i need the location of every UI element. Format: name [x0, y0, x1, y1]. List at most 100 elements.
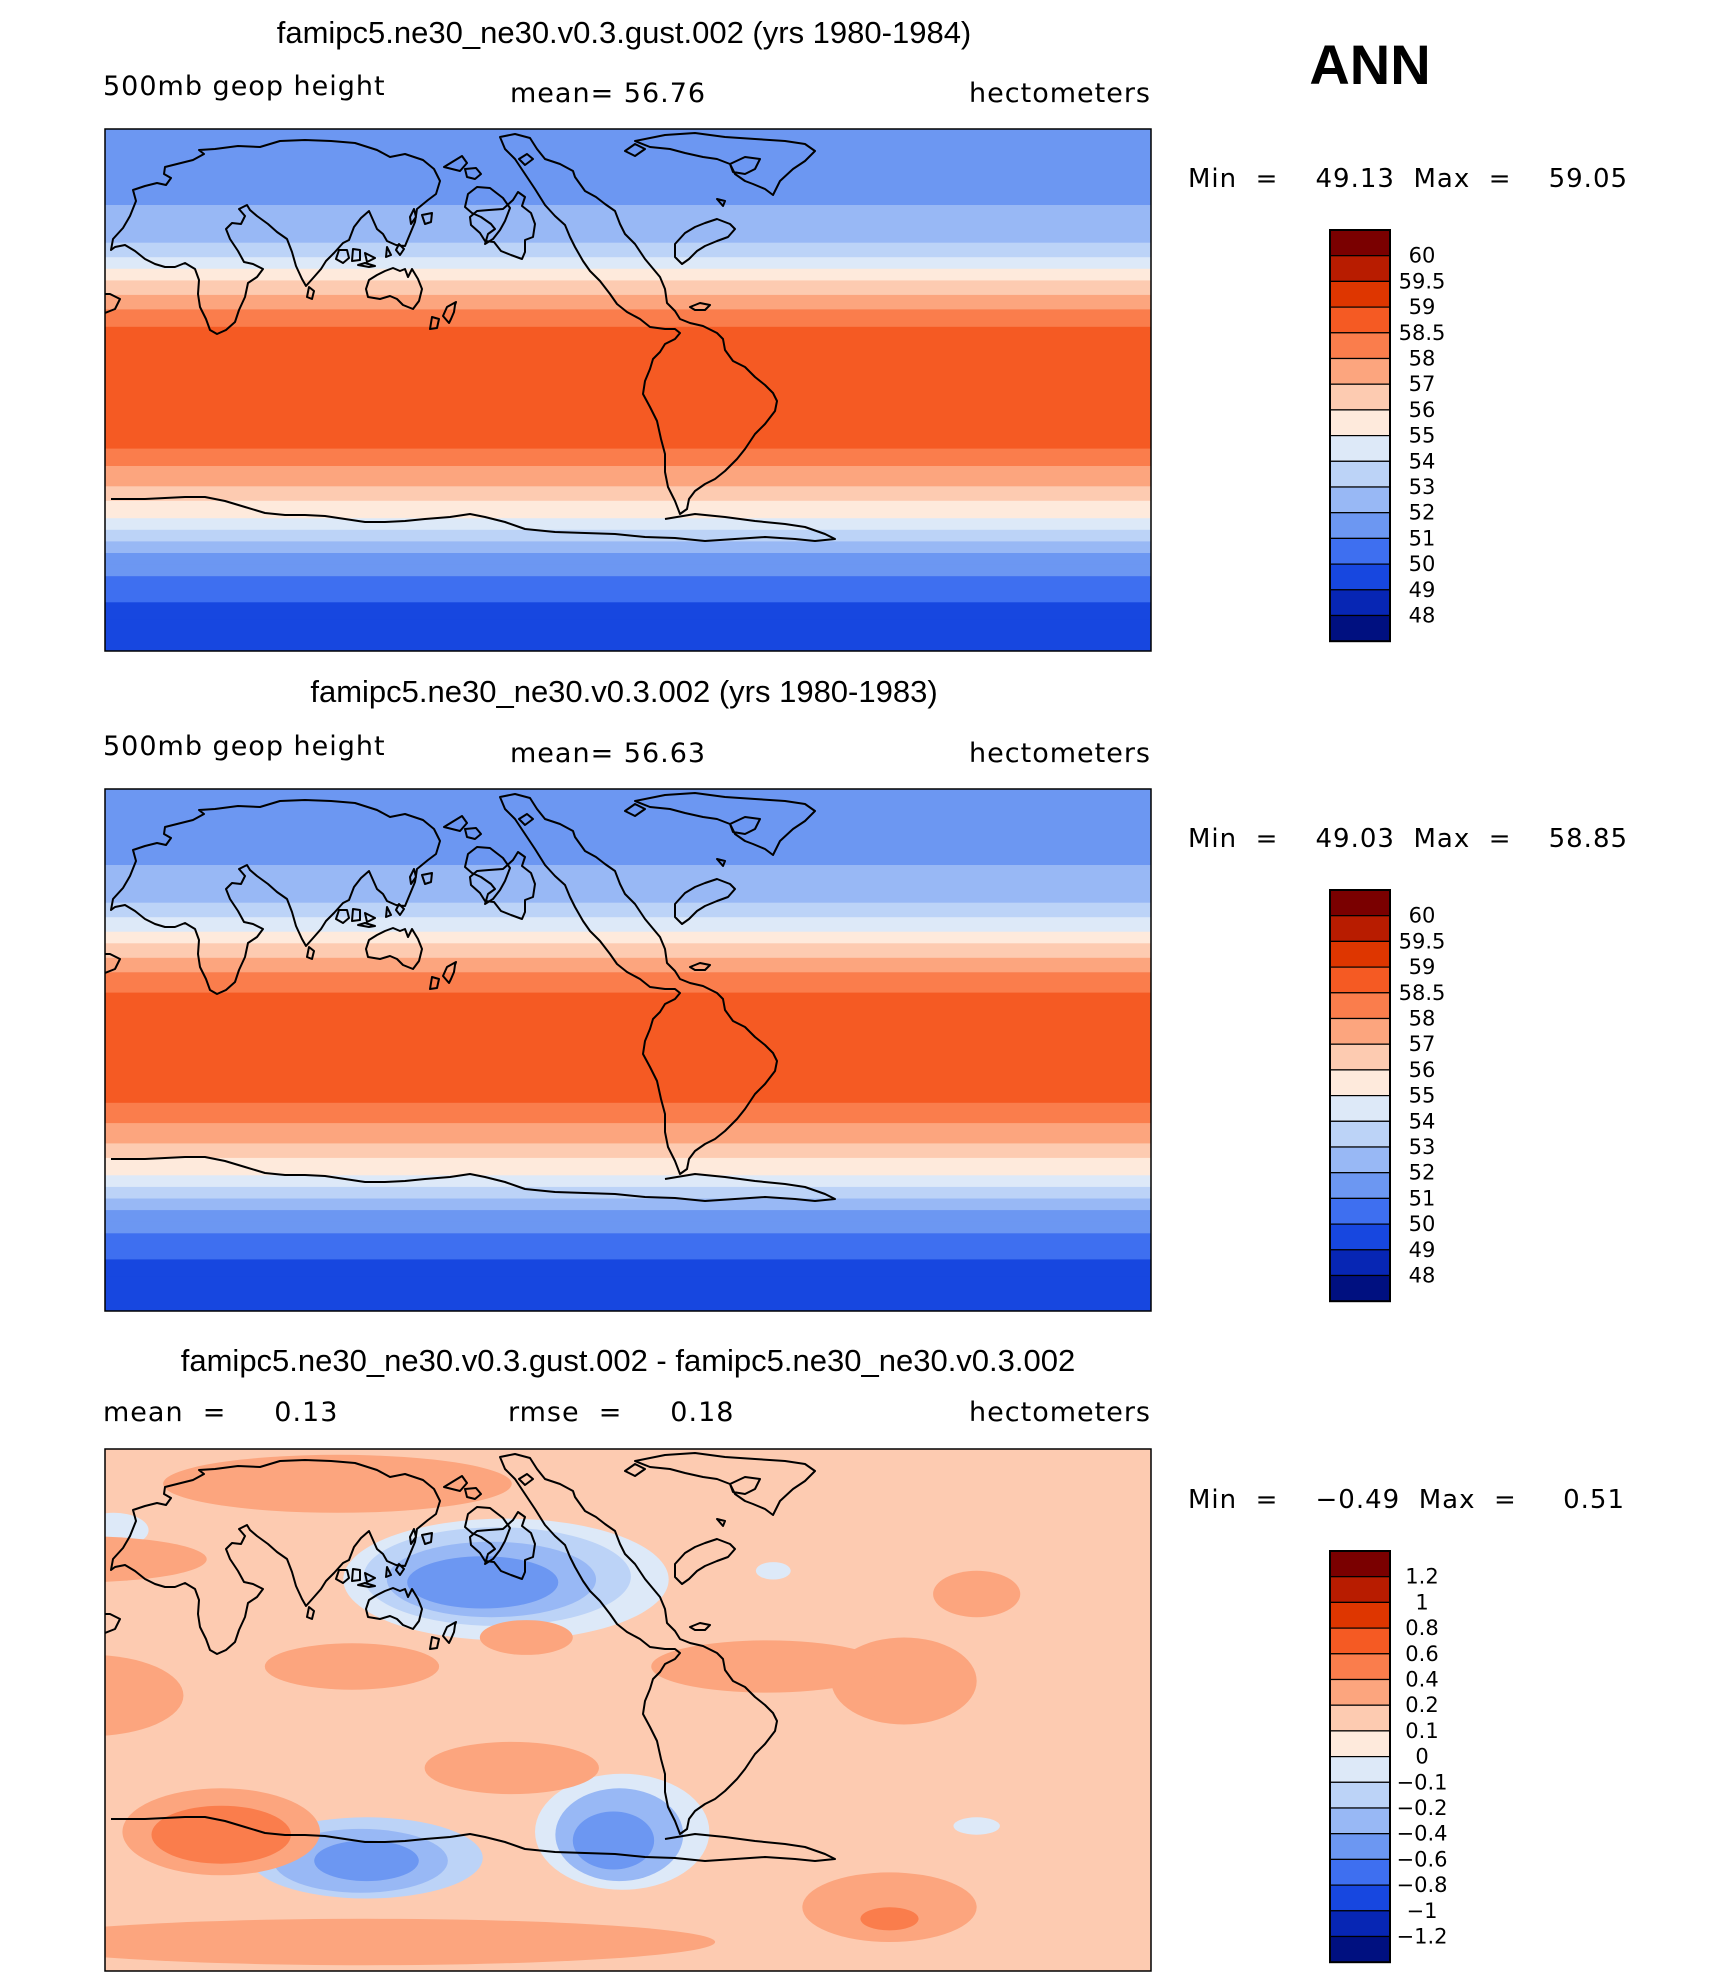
season-label: ANN	[1309, 33, 1430, 96]
colorbar-swatch	[1329, 1858, 1391, 1886]
anomaly-contour	[105, 1536, 207, 1582]
colorbar-tick-label: 59.5	[1399, 269, 1446, 293]
contour-band	[105, 500, 1151, 519]
colorbar-tick-label: 58.5	[1399, 981, 1446, 1005]
colorbar-tick-label: 56	[1409, 1058, 1436, 1082]
contour-band	[105, 268, 1151, 281]
colorbar-tick-label: 0.2	[1405, 1693, 1438, 1717]
panel-3-minmax-label: Min = −0.49 Max = 0.51	[1188, 1485, 1625, 1515]
colorbar-swatch	[1329, 1807, 1391, 1835]
colorbar-swatch	[1329, 1627, 1391, 1655]
colorbar-swatch	[1329, 255, 1391, 283]
colorbar-tick-label: 59	[1409, 955, 1436, 979]
colorbar-swatch	[1329, 435, 1391, 462]
contour-band	[105, 1174, 1151, 1187]
colorbar-swatch	[1329, 966, 1391, 994]
panel-1-mean-label: mean= 56.76	[510, 78, 706, 109]
panel-3-map	[104, 1448, 1152, 1972]
contour-band	[105, 601, 1151, 620]
contour-band	[105, 564, 1151, 577]
panel-1-variable-label: 500mb geop height	[103, 71, 386, 102]
colorbar-swatch	[1329, 589, 1391, 617]
colorbar-tick-label: 0.8	[1405, 1616, 1438, 1640]
anomaly-contour	[860, 1907, 919, 1931]
colorbar-swatch	[1329, 383, 1391, 411]
colorbar-tick-label: −0.8	[1397, 1873, 1448, 1897]
contour-band	[105, 1221, 1151, 1234]
panel-3-title: famipc5.ne30_ne30.v0.3.gust.002 - famipc…	[181, 1343, 1076, 1378]
map-frame	[104, 788, 1152, 1312]
colorbar-tick-label: 50	[1409, 1212, 1436, 1236]
panel-1-map	[104, 128, 1152, 652]
colorbar-tick-label: 55	[1409, 1084, 1436, 1108]
colorbar-swatch	[1329, 537, 1391, 565]
colorbar-swatch	[1329, 1601, 1391, 1629]
colorbar-tick-label: 51	[1409, 1186, 1436, 1210]
colorbar-tick-label: 58	[1409, 347, 1436, 371]
colorbar-tick-label: 48	[1409, 604, 1436, 628]
contour-band	[105, 1232, 1151, 1245]
panel-2-minmax-label: Min = 49.03 Max = 58.85	[1188, 824, 1628, 854]
contour-band	[105, 957, 1151, 973]
contour-band	[105, 540, 1151, 553]
panel-1-units-label: hectometers	[969, 78, 1151, 109]
colorbar-swatch	[1329, 1120, 1391, 1148]
anomaly-contour	[651, 1640, 884, 1693]
colorbar-swatch	[1329, 1223, 1391, 1251]
colorbar-tick-label: 51	[1409, 526, 1436, 550]
colorbar-tick-label: 54	[1409, 449, 1436, 473]
contour-band	[105, 181, 1151, 205]
anomaly-contour	[572, 1811, 655, 1870]
colorbar-swatch	[1329, 940, 1391, 968]
contour-band	[105, 1244, 1151, 1260]
contour-band	[105, 465, 1151, 487]
contour-band	[105, 864, 1151, 889]
colorbar-swatch	[1329, 1730, 1391, 1758]
anomaly-contour	[755, 1562, 791, 1580]
contour-band	[105, 1142, 1151, 1158]
map-frame	[104, 1448, 1152, 1972]
anomaly-contour	[479, 1620, 573, 1655]
contour-band	[105, 294, 1151, 310]
panel-2-variable-label: 500mb geop height	[103, 731, 386, 762]
colorbar-tick-label: 52	[1409, 501, 1436, 525]
contour-band	[105, 619, 1151, 651]
colorbar-tick-label: 53	[1409, 475, 1436, 499]
colorbar-tick-label: 57	[1409, 372, 1436, 396]
colorbar-tick-label: −0.4	[1397, 1822, 1448, 1846]
colorbar-tick-label: −1	[1407, 1899, 1438, 1923]
contour-band	[105, 1102, 1151, 1124]
anomaly-contour	[105, 1655, 184, 1736]
colorbar-tick-label: 57	[1409, 1032, 1436, 1056]
colorbar-tick-label: 1	[1415, 1590, 1428, 1614]
colorbar-swatch	[1329, 1653, 1391, 1681]
anomaly-contour	[105, 1918, 716, 1966]
colorbar-swatch	[1329, 229, 1391, 257]
colorbar-tick-label: 53	[1409, 1135, 1436, 1159]
contour-band	[105, 931, 1151, 944]
colorbar-tick-label: 52	[1409, 1161, 1436, 1185]
anomaly-contour	[314, 1840, 419, 1882]
contour-band	[105, 485, 1151, 501]
colorbar-tick-label: 59	[1409, 295, 1436, 319]
colorbar-swatch	[1329, 512, 1391, 540]
contour-band	[105, 204, 1151, 229]
colorbar-frame	[1329, 889, 1391, 1303]
contour-band	[105, 942, 1151, 958]
colorbar-swatch	[1329, 460, 1391, 488]
colorbar-swatch	[1329, 1756, 1391, 1783]
colorbar-tick-label: 54	[1409, 1109, 1436, 1133]
contour-band	[105, 1276, 1151, 1311]
contour-band	[105, 552, 1151, 565]
colorbar-swatch	[1329, 486, 1391, 514]
colorbar-swatch	[1329, 1069, 1391, 1097]
colorbar-tick-label: 0.6	[1405, 1642, 1438, 1666]
contour-band	[105, 1197, 1151, 1211]
panel-3-mean-label: mean = 0.13	[103, 1397, 338, 1428]
colorbar-swatch	[1329, 915, 1391, 943]
colorbar-swatch	[1329, 1095, 1391, 1122]
contour-band	[105, 308, 1151, 327]
